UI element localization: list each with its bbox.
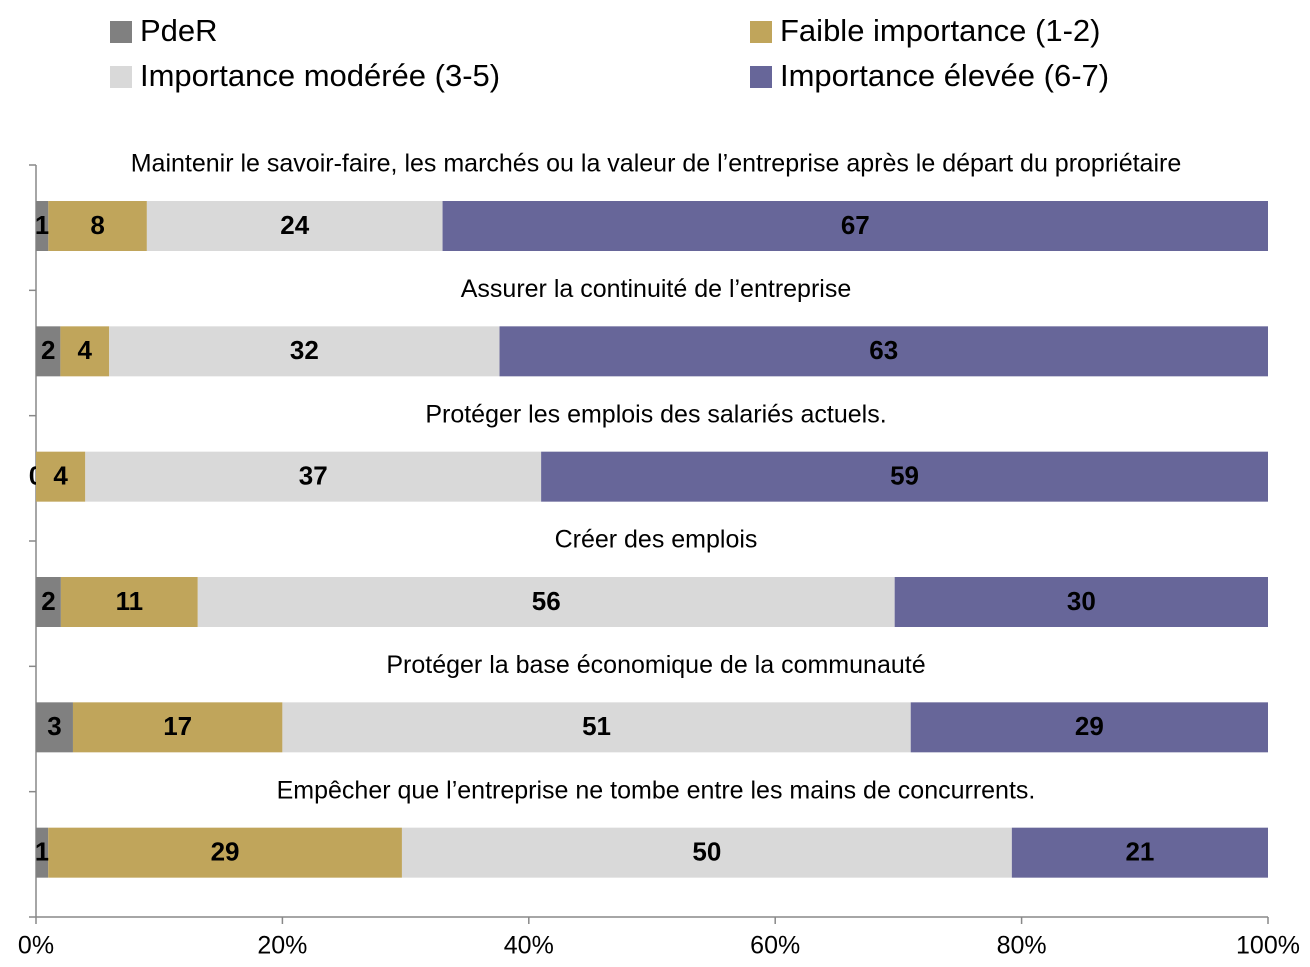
x-tick-label: 80% [997,932,1047,960]
value-label: 37 [299,461,328,491]
bar-segment [36,451,86,502]
bar-segment [146,201,443,251]
bar-segment [1011,827,1268,878]
x-tick-label: 100% [1236,932,1300,960]
value-label: 17 [163,711,192,741]
value-label: 1 [35,210,49,240]
bar-segment [60,326,110,377]
value-label: 4 [53,461,68,491]
bar-segment [36,702,73,753]
bar-segment [48,201,147,251]
category-label: Empêcher que l’entreprise ne tombe entre… [277,776,1036,804]
bar-segment [910,702,1268,753]
bar-segment [541,451,1268,502]
value-label: 2 [41,586,55,616]
bar-segment [442,201,1268,251]
bar-segment [36,827,49,878]
legend-swatch [110,66,132,88]
legend-label: PdeR [140,13,218,48]
value-label: 30 [1067,586,1096,616]
bar-segment [36,326,61,377]
value-label: 59 [890,461,919,491]
x-tick-label: 40% [504,932,554,960]
bar-segment [72,702,283,753]
value-label: 8 [90,210,104,240]
legend-swatch [750,21,772,43]
bar-segment [197,577,895,627]
value-label: 29 [1075,711,1104,741]
value-label: 4 [78,335,93,365]
bar-segment [36,201,49,251]
bar-segment [499,326,1268,377]
x-tick-label: 0% [18,932,54,960]
bar-segment [894,577,1268,627]
value-label: 51 [582,711,611,741]
bar-segment [36,577,61,627]
value-label: 50 [692,837,721,867]
value-label: 11 [116,586,144,616]
value-label: 1 [35,837,49,867]
value-label: 29 [211,837,240,867]
legend-swatch [110,21,132,43]
value-label: 3 [47,711,61,741]
value-label: 67 [841,210,870,240]
category-label: Assurer la continuité de l’entreprise [461,275,851,303]
category-label: Maintenir le savoir-faire, les marchés o… [131,150,1182,178]
category-label: Créer des emplois [555,526,758,554]
x-tick-label: 60% [750,932,800,960]
legend-swatch [750,66,772,88]
bar-segment [85,451,542,502]
bar-segment [109,326,500,377]
x-tick-label: 20% [257,932,307,960]
value-label: 21 [1125,837,1154,867]
category-label: Protéger la base économique de la commun… [386,651,925,679]
bar-segment [60,577,198,627]
legend-label: Importance élevée (6-7) [780,58,1109,93]
bar-segment [48,827,402,878]
category-label: Protéger les emplois des salariés actuel… [425,400,886,428]
value-label: 32 [290,335,319,365]
value-label: 24 [280,210,309,240]
bar-segment [401,827,1012,878]
value-label: 63 [869,335,898,365]
value-label: 2 [41,335,55,365]
value-label: 56 [532,586,561,616]
bar-segment [282,702,911,753]
legend-label: Faible importance (1-2) [780,13,1100,48]
legend-label: Importance modérée (3-5) [140,58,500,93]
